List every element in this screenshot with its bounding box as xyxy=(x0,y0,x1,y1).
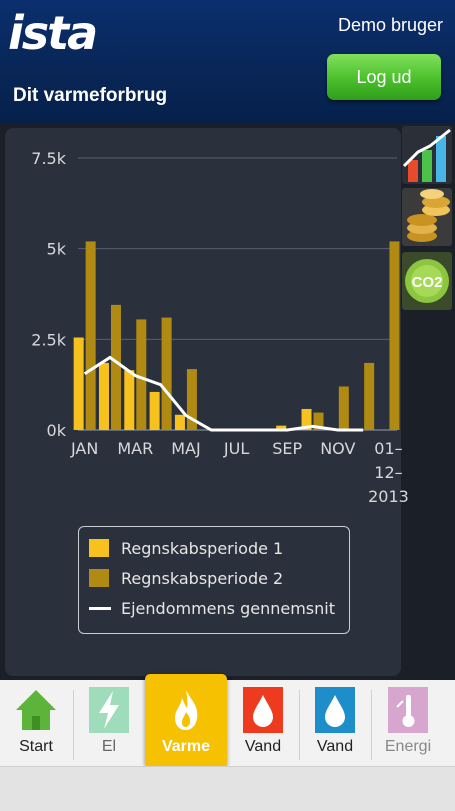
tab-energi[interactable]: Energi xyxy=(372,680,444,766)
legend-swatch xyxy=(89,569,109,587)
page-title: Dit varmeforbrug xyxy=(13,85,168,106)
bar-period-2[interactable] xyxy=(389,241,400,430)
house-icon xyxy=(16,686,56,734)
x-tick-label: 2013 xyxy=(368,487,409,506)
water-drop-icon xyxy=(315,686,355,734)
bar-period-1[interactable] xyxy=(276,425,287,430)
y-tick-label: 2.5k xyxy=(31,330,66,349)
bar-period-2[interactable] xyxy=(364,362,375,430)
chart-view-button[interactable] xyxy=(402,126,452,184)
ista-logo: ista xyxy=(8,6,98,60)
consumption-chart: JAN MAR MAJ JUL SEP NOV 01– 12– 2013 0k 2.5k 5k 7.5… xyxy=(31,149,409,506)
x-tick-label: 01– xyxy=(374,439,402,458)
bar-period-1[interactable] xyxy=(73,337,84,430)
y-tick-label: 0k xyxy=(47,421,67,440)
tab-vand-cold[interactable]: Vand xyxy=(299,680,371,766)
coins-icon xyxy=(407,189,450,242)
chart-legend: Regnskabsperiode 1 Regnskabsperiode 2 Ej… xyxy=(78,526,350,634)
bar-period-2[interactable] xyxy=(313,412,324,430)
tab-label: Energi xyxy=(384,738,432,755)
co2-view-button[interactable]: CO2 xyxy=(402,252,452,310)
cost-view-button[interactable] xyxy=(402,188,452,246)
legend-item-period-2: Regnskabsperiode 2 xyxy=(89,567,283,589)
bar-period-2[interactable] xyxy=(186,369,197,430)
tab-el[interactable]: El xyxy=(73,680,145,766)
lightning-icon xyxy=(89,686,129,734)
bottom-tab-bar: Start El Varme Vand Vand Energi xyxy=(0,674,455,768)
x-tick-label: JUL xyxy=(223,439,249,458)
bar-period-2[interactable] xyxy=(110,304,121,430)
legend-label: Ejendommens gennemsnit xyxy=(121,598,335,618)
svg-text:CO2: CO2 xyxy=(412,274,443,291)
chart-icon xyxy=(402,128,451,182)
legend-line-swatch xyxy=(89,606,111,610)
x-tick-label: SEP xyxy=(272,439,302,458)
tab-label: Start xyxy=(19,738,53,755)
bar-period-1[interactable] xyxy=(174,414,185,430)
bottom-strip xyxy=(0,766,455,811)
y-tick-label: 7.5k xyxy=(31,149,66,168)
y-tick-label: 5k xyxy=(47,240,67,259)
x-tick-label: MAJ xyxy=(171,439,200,458)
x-tick-label: JAN xyxy=(70,439,98,458)
bar-period-2[interactable] xyxy=(85,241,96,430)
flame-icon xyxy=(166,686,206,734)
tab-label: Vand xyxy=(244,738,282,755)
tab-label: Vand xyxy=(316,738,354,755)
bar-period-2[interactable] xyxy=(136,319,147,430)
legend-swatch xyxy=(89,539,109,557)
line-average xyxy=(83,355,364,432)
tab-label: Varme xyxy=(161,738,211,755)
legend-label: Regnskabsperiode 2 xyxy=(121,568,284,588)
legend-label: Regnskabsperiode 1 xyxy=(121,538,284,558)
legend-item-average: Ejendommens gennemsnit xyxy=(89,597,335,619)
bar-period-1[interactable] xyxy=(98,362,109,430)
bar-period-1[interactable] xyxy=(124,370,135,430)
water-drop-icon xyxy=(243,686,283,734)
app-header: ista Demo bruger Log ud Dit varmeforbrug xyxy=(0,0,455,124)
co2-icon: CO2 xyxy=(405,259,449,303)
legend-item-period-1: Regnskabsperiode 1 xyxy=(89,537,283,559)
bar-period-1[interactable] xyxy=(301,408,312,430)
bar-period-2[interactable] xyxy=(161,317,172,430)
tab-label: El xyxy=(101,738,117,755)
bar-period-2[interactable] xyxy=(338,386,349,430)
user-name: Demo bruger xyxy=(337,15,443,35)
bar-period-1[interactable] xyxy=(149,391,160,430)
x-tick-label: 12– xyxy=(374,463,402,482)
x-tick-label: MAR xyxy=(117,439,153,458)
thermometer-icon xyxy=(388,686,428,734)
chart-panel xyxy=(5,128,401,676)
tab-varme[interactable]: Varme xyxy=(145,674,227,768)
logout-button[interactable]: Log ud xyxy=(327,54,441,100)
x-tick-label: NOV xyxy=(320,439,355,458)
tab-start[interactable]: Start xyxy=(0,680,72,766)
tab-vand-hot[interactable]: Vand xyxy=(227,680,299,766)
